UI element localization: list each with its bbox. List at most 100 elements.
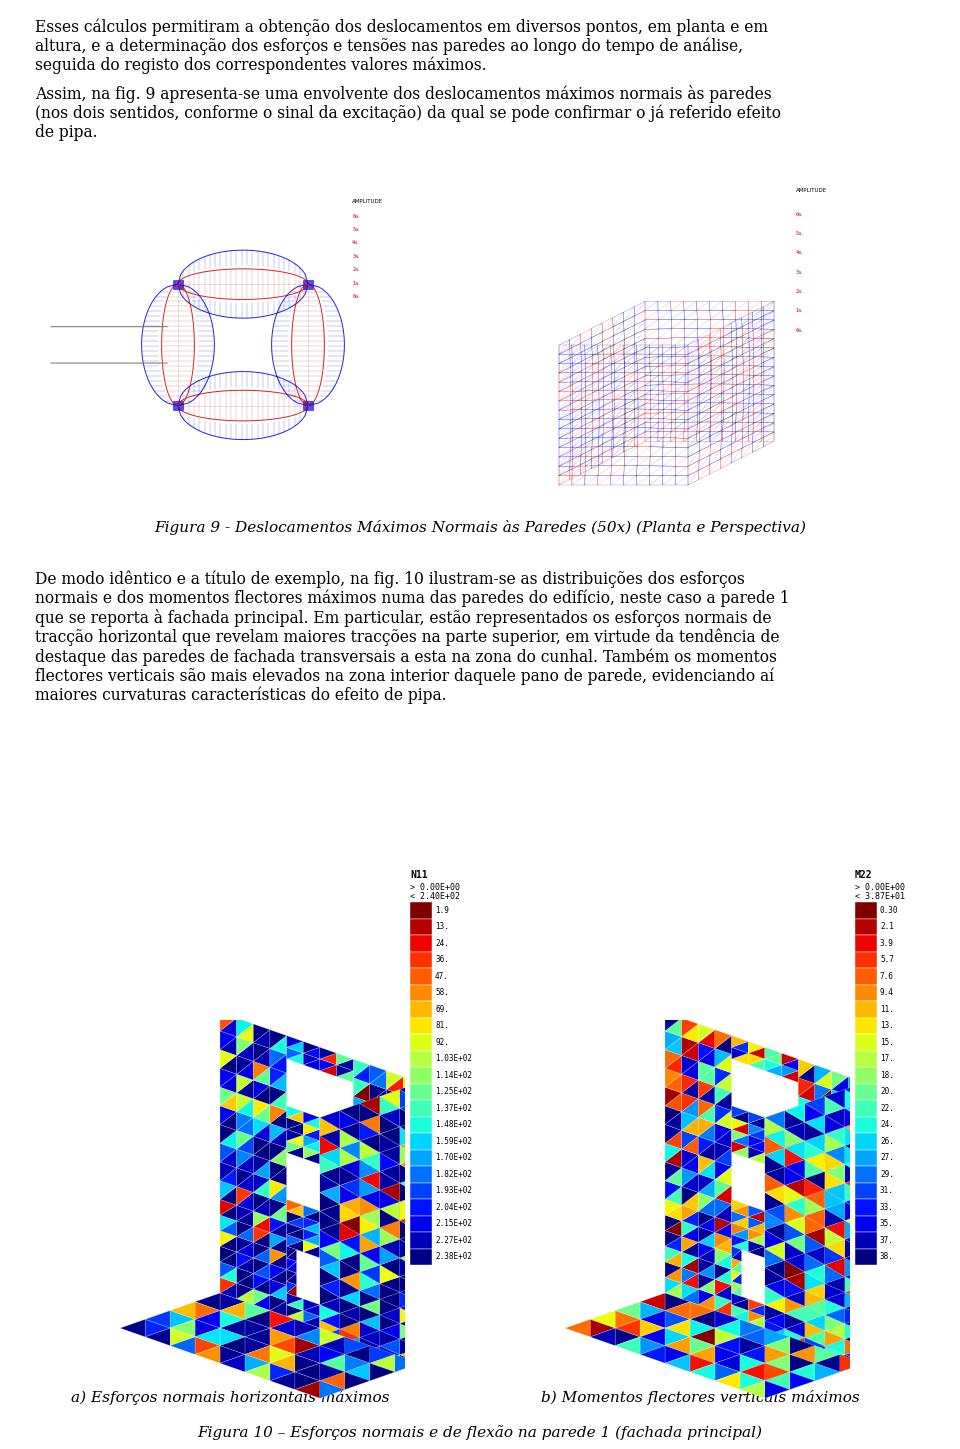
Polygon shape [848,1082,865,1101]
Polygon shape [831,1258,848,1274]
Polygon shape [825,1201,845,1220]
Text: De modo idêntico e a título de exemplo, na fig. 10 ilustram-se as distribuições : De modo idêntico e a título de exemplo, … [35,569,745,587]
Polygon shape [825,1127,845,1146]
Polygon shape [403,1342,420,1358]
Polygon shape [804,1135,825,1152]
Polygon shape [360,1314,380,1330]
Polygon shape [270,1346,295,1364]
Polygon shape [370,1330,387,1346]
Polygon shape [715,1074,732,1091]
Polygon shape [403,1301,420,1316]
Polygon shape [748,1140,765,1152]
Polygon shape [320,1329,345,1346]
Polygon shape [399,1332,420,1348]
Text: 2.15E+02: 2.15E+02 [435,1219,472,1229]
Text: < 2.40E+02: < 2.40E+02 [410,893,460,901]
Polygon shape [344,1281,353,1293]
Polygon shape [340,1375,360,1391]
Polygon shape [387,1239,403,1258]
Polygon shape [287,1117,303,1129]
Polygon shape [665,1222,682,1236]
Polygon shape [320,1065,337,1077]
Polygon shape [815,1201,831,1220]
Polygon shape [303,1310,320,1323]
Polygon shape [732,1304,748,1316]
Polygon shape [698,1279,715,1295]
Polygon shape [370,1364,395,1381]
Polygon shape [220,1068,237,1087]
Polygon shape [640,1346,665,1364]
Polygon shape [748,1129,765,1140]
Polygon shape [337,1053,353,1065]
Polygon shape [387,1279,403,1295]
Polygon shape [815,1140,831,1158]
Polygon shape [765,1242,785,1261]
Polygon shape [360,1346,380,1362]
Polygon shape [798,1084,815,1103]
Polygon shape [253,1179,270,1198]
Polygon shape [848,1316,865,1332]
Polygon shape [781,1258,798,1269]
Polygon shape [765,1123,781,1135]
Polygon shape [370,1274,387,1290]
Polygon shape [287,1246,297,1258]
Polygon shape [253,1274,270,1290]
Text: Figura 9 - Deslocamentos Máximos Normais às Paredes (50x) (Planta e Perspectiva): Figura 9 - Deslocamentos Máximos Normais… [154,520,806,535]
Polygon shape [748,1310,765,1323]
Polygon shape [345,1364,370,1381]
Polygon shape [665,1301,690,1320]
Polygon shape [245,1320,270,1337]
Polygon shape [403,1226,420,1245]
Polygon shape [785,1375,804,1391]
Polygon shape [380,1116,399,1135]
Polygon shape [353,1195,370,1214]
Polygon shape [237,1227,253,1242]
Polygon shape [831,1336,848,1352]
Polygon shape [353,1122,370,1140]
Polygon shape [785,1253,804,1272]
Polygon shape [682,1187,698,1206]
Polygon shape [765,1381,790,1398]
Polygon shape [360,1178,380,1197]
Polygon shape [848,1269,865,1285]
Polygon shape [740,1346,765,1364]
Polygon shape [287,1042,303,1053]
Polygon shape [387,1290,403,1304]
Polygon shape [237,1258,253,1274]
Polygon shape [798,1135,815,1152]
Polygon shape [340,1345,360,1361]
Polygon shape [399,1269,420,1285]
Polygon shape [380,1135,399,1152]
Polygon shape [788,1266,798,1278]
Polygon shape [270,1148,287,1166]
Polygon shape [320,1261,340,1279]
Polygon shape [370,1127,387,1146]
Polygon shape [804,1208,825,1227]
Polygon shape [565,1320,590,1337]
Polygon shape [344,1301,353,1313]
Polygon shape [831,1245,848,1264]
Polygon shape [387,1258,403,1274]
Polygon shape [370,1314,387,1330]
Polygon shape [380,1227,399,1246]
Polygon shape [387,1077,403,1095]
Polygon shape [340,1337,360,1353]
Polygon shape [340,1178,360,1197]
Polygon shape [698,1098,715,1117]
Polygon shape [732,1111,748,1123]
Polygon shape [370,1214,387,1233]
Text: tracção horizontal que revelam maiores tracções na parte superior, em virtude da: tracção horizontal que revelam maiores t… [35,629,780,646]
Polygon shape [287,1200,303,1211]
Polygon shape [380,1300,399,1314]
Polygon shape [698,1080,715,1098]
FancyBboxPatch shape [410,952,432,968]
Polygon shape [403,1250,420,1269]
Text: 1.03E+02: 1.03E+02 [435,1055,472,1064]
Polygon shape [640,1320,665,1337]
Polygon shape [690,1346,715,1364]
Polygon shape [220,1106,237,1124]
Polygon shape [340,1272,360,1291]
Polygon shape [360,1116,380,1135]
Polygon shape [245,1337,270,1355]
Polygon shape [682,1136,698,1155]
